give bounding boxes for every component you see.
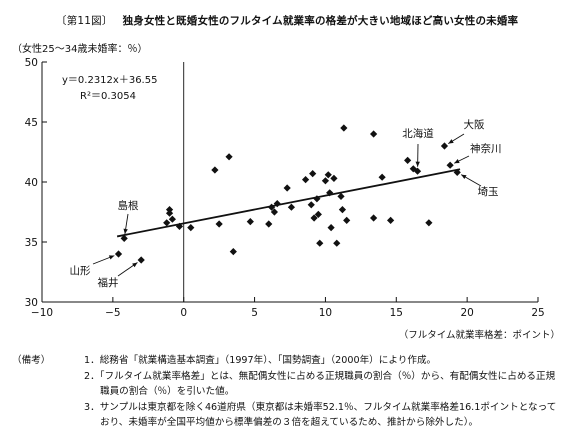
annotation-arrowhead xyxy=(461,174,467,180)
data-point xyxy=(404,156,412,164)
data-point xyxy=(333,239,341,247)
data-point xyxy=(225,153,233,161)
data-point xyxy=(137,256,145,264)
note-item-2: 2．「フルタイム就業率格差」とは、無配偶女性に占める正規職員の割合（％）から、有… xyxy=(84,370,556,398)
regression-line-group xyxy=(116,168,461,238)
data-point xyxy=(387,216,395,224)
annotation-arrowhead xyxy=(132,262,138,268)
data-point xyxy=(378,173,386,181)
chart-ticks: 30 35 40 45 50 −10 −5 0 5 10 15 20 25 xyxy=(25,57,545,319)
data-point xyxy=(120,234,128,242)
notes-heading: （備考） xyxy=(12,355,51,366)
data-point xyxy=(338,206,347,214)
x-tick-label: 0 xyxy=(180,307,187,319)
annotation-arrowhead xyxy=(108,255,115,260)
figure-number: 〔第11図〕 xyxy=(56,15,113,27)
data-point xyxy=(187,224,195,232)
data-point xyxy=(309,170,317,178)
data-point xyxy=(229,248,237,256)
regression-equation: y＝0.2312x＋36.55 R²＝0.3054 xyxy=(62,75,157,102)
y-axis-unit-label: （女性25～34歳未婚率：％） xyxy=(12,44,148,55)
y-tick-label: 35 xyxy=(25,237,38,249)
data-point xyxy=(273,200,281,208)
annotation-label: 神奈川 xyxy=(470,142,502,155)
r-squared-label: R²＝0.3054 xyxy=(80,91,136,102)
data-point xyxy=(307,201,315,209)
data-points xyxy=(114,124,461,264)
figure-title-block: 〔第11図〕 独身女性と既婚女性のフルタイム就業率の格差が大きい地域ほど高い女性の… xyxy=(56,13,518,28)
data-point xyxy=(330,174,338,182)
data-point xyxy=(453,168,461,176)
data-point xyxy=(425,219,433,227)
data-point xyxy=(370,130,378,138)
annotation-label: 埼玉 xyxy=(478,185,499,198)
x-tick-label: −5 xyxy=(105,307,120,319)
data-point xyxy=(327,224,335,232)
data-point xyxy=(324,171,332,179)
annotation-arrowhead xyxy=(448,139,454,144)
data-point xyxy=(343,216,351,224)
y-tick-label: 30 xyxy=(25,297,38,309)
data-point xyxy=(310,214,318,222)
data-point xyxy=(165,209,174,217)
x-tick-label: 25 xyxy=(531,307,544,319)
annotation-label: 大阪 xyxy=(464,118,485,131)
data-point xyxy=(340,124,348,132)
data-point xyxy=(313,195,321,203)
x-tick-label: 15 xyxy=(390,307,403,319)
data-point xyxy=(326,189,334,197)
data-point xyxy=(283,184,291,192)
data-point xyxy=(175,222,184,230)
data-point xyxy=(370,214,378,222)
data-point xyxy=(287,203,296,211)
data-point xyxy=(215,220,223,228)
annotation-label: 山形 xyxy=(70,265,91,277)
regression-line xyxy=(116,168,461,238)
annotation-label: 北海道 xyxy=(402,127,434,140)
data-point xyxy=(314,210,322,218)
data-point xyxy=(270,208,279,216)
y-tick-label: 45 xyxy=(25,117,38,129)
data-point xyxy=(163,219,171,227)
annotation-label: 島根 xyxy=(118,199,139,212)
data-point xyxy=(440,142,449,150)
annotation-label: 福井 xyxy=(98,276,119,289)
x-tick-label: 20 xyxy=(460,307,473,319)
data-point xyxy=(446,161,454,169)
equation-label: y＝0.2312x＋36.55 xyxy=(62,75,157,86)
figure-title: 独身女性と既婚女性のフルタイム就業率の格差が大きい地域ほど高い女性の未婚率 xyxy=(122,15,519,27)
x-tick-label: 5 xyxy=(251,307,258,319)
data-point xyxy=(267,203,276,211)
x-tick-label: −10 xyxy=(31,307,53,319)
data-point xyxy=(211,166,219,174)
y-tick-label: 40 xyxy=(25,177,38,189)
x-axis-label: （フルタイム就業率格差：ポイント） xyxy=(399,329,560,341)
data-point xyxy=(246,218,254,226)
data-point xyxy=(301,176,310,184)
data-point xyxy=(413,167,422,175)
data-point xyxy=(316,239,324,247)
y-tick-label: 50 xyxy=(25,57,38,69)
data-point xyxy=(168,215,176,223)
annotation-arrowhead xyxy=(123,228,128,234)
x-tick-label: 10 xyxy=(319,307,332,319)
annotation-arrowhead xyxy=(454,159,460,164)
data-point xyxy=(265,220,273,228)
annotation-arrowhead xyxy=(415,161,420,167)
data-point xyxy=(337,192,345,200)
data-point xyxy=(114,250,123,258)
data-point xyxy=(321,177,330,185)
note-item-3: 3．サンプルは東京都を除く46道府県（東京都は未婚率52.1％、フルタイム就業率… xyxy=(84,401,557,429)
note-item-1: 1．総務省「就業構造基本調査」（1997年）、「国勢調査」（2000年）により作… xyxy=(84,355,437,366)
notes-section: （備考） 1．総務省「就業構造基本調査」（1997年）、「国勢調査」（2000年… xyxy=(12,353,560,431)
